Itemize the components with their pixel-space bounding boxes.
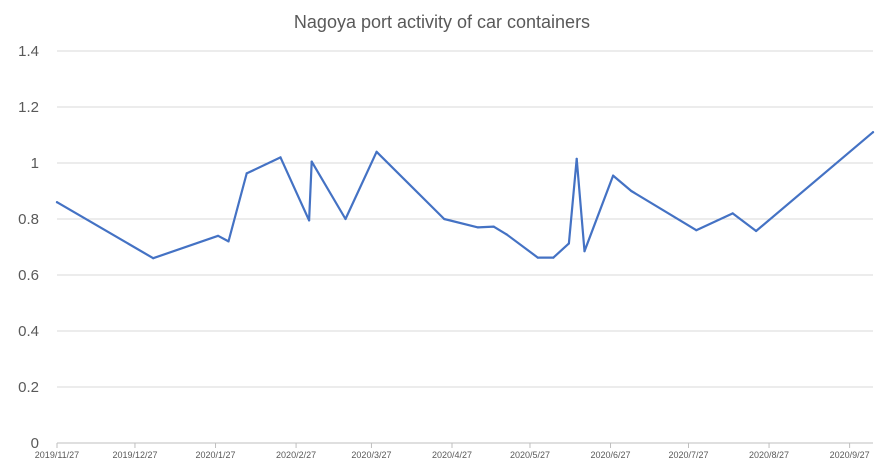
x-tick-label: 2020/7/27 xyxy=(668,450,708,460)
x-tick-label: 2020/3/27 xyxy=(351,450,391,460)
data-point xyxy=(492,225,495,228)
data-point xyxy=(630,189,633,193)
data-point xyxy=(536,256,539,259)
data-point xyxy=(217,234,220,237)
data-point xyxy=(567,242,571,245)
x-tick-label: 2020/2/27 xyxy=(276,450,316,460)
data-point xyxy=(505,233,508,236)
data-point xyxy=(245,172,248,175)
y-tick-label: 0.6 xyxy=(18,267,39,284)
data-point xyxy=(871,131,875,134)
data-point xyxy=(308,219,311,222)
data-point xyxy=(227,240,230,243)
x-tick-label: 2020/9/27 xyxy=(830,450,870,460)
x-tick-label: 2020/1/27 xyxy=(195,450,235,460)
data-point xyxy=(152,257,155,260)
data-point xyxy=(55,201,59,204)
x-axis: 2019/11/27 2019/12/27 2020/1/27 2020/2/27 20… xyxy=(35,443,870,460)
data-point xyxy=(575,157,578,160)
data-point xyxy=(375,150,378,153)
x-tick-label: 2020/8/27 xyxy=(749,450,789,460)
x-tick-label: 2020/6/27 xyxy=(591,450,631,460)
data-point xyxy=(443,217,446,221)
y-tick-label: 0.8 xyxy=(18,211,39,228)
data-point xyxy=(279,156,282,159)
series-line xyxy=(55,131,875,260)
y-axis: 0 0.2 0.4 0.6 0.8 1 1.2 1.4 xyxy=(18,43,39,452)
y-tick-label: 1.2 xyxy=(18,99,39,116)
chart-title: Nagoya port activity of car containers xyxy=(294,12,590,32)
data-point xyxy=(344,217,347,221)
y-tick-label: 1.4 xyxy=(18,43,39,60)
x-tick-label: 2019/12/27 xyxy=(112,450,157,460)
x-tick-label: 2019/11/27 xyxy=(35,450,79,460)
data-point xyxy=(476,226,480,229)
data-point xyxy=(583,250,586,253)
y-tick-label: 0.2 xyxy=(18,379,39,396)
data-point xyxy=(755,229,758,233)
y-tick-label: 0 xyxy=(31,435,39,452)
x-tick-label: 2020/5/27 xyxy=(510,450,550,460)
x-tick-label: 2020/4/27 xyxy=(432,450,472,460)
data-point xyxy=(695,229,698,232)
data-point xyxy=(552,256,555,259)
gridlines xyxy=(57,50,873,444)
data-point xyxy=(612,174,615,177)
y-tick-label: 1 xyxy=(31,155,39,172)
y-tick-label: 0.4 xyxy=(18,323,39,340)
series-layer xyxy=(55,131,875,260)
data-point xyxy=(731,212,734,215)
data-point xyxy=(310,160,313,163)
